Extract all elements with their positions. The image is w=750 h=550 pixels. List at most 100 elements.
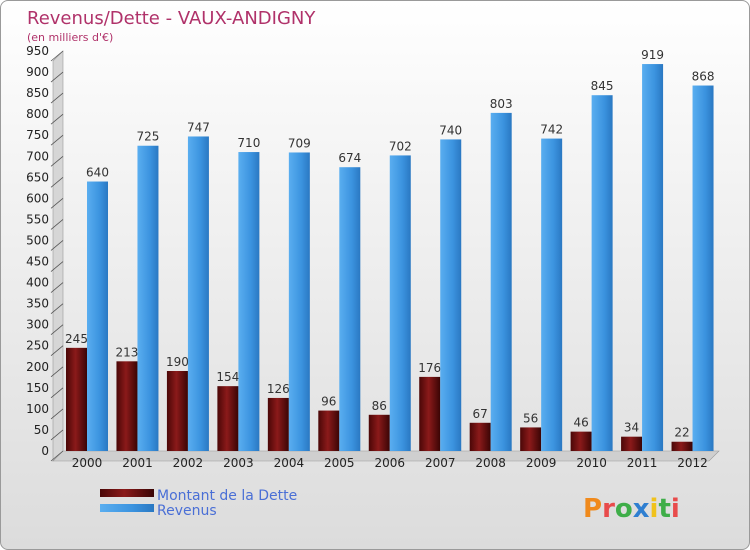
y-tick-label: 550: [26, 212, 49, 226]
bar-debt: [318, 410, 340, 451]
y-axis: 0 50 100 150 200 250 300 350 400 450 500 550 600 650 7…: [26, 44, 64, 462]
y-tick-mark: [50, 71, 64, 83]
y-tick-mark: [50, 366, 64, 378]
x-tick-label: 2011: [627, 456, 658, 470]
bar-revenue: [440, 139, 462, 451]
bar-debt: [217, 386, 239, 451]
data-label: 34: [624, 421, 639, 435]
data-label: 709: [288, 136, 311, 150]
y-tick-label: 400: [26, 276, 49, 290]
y-tick-label: 650: [26, 170, 49, 184]
legend: Montant de la Dette Revenus: [100, 488, 297, 519]
y-tick-mark: [50, 429, 64, 441]
bar-debt: [419, 376, 441, 451]
proxiti-logo: Proxiti: [583, 494, 680, 524]
y-tick-mark: [50, 408, 64, 420]
data-label: 213: [116, 345, 139, 359]
bar-debt: [671, 441, 693, 451]
data-label: 67: [473, 407, 488, 421]
x-tick-label: 2004: [274, 456, 305, 470]
data-label: 742: [540, 123, 563, 137]
y-tick-label: 150: [26, 381, 49, 395]
legend-swatch-revenue: [100, 504, 154, 512]
y-tick-label: 0: [41, 444, 49, 458]
data-label: 710: [237, 136, 260, 150]
legend-swatch-debt: [100, 489, 154, 497]
bar-debt: [66, 347, 87, 451]
y-tick-mark: [50, 450, 64, 462]
x-tick-label: 2001: [122, 456, 153, 470]
y-tick-mark: [50, 198, 64, 209]
bar-revenue: [389, 155, 411, 451]
bar-revenue: [541, 138, 563, 451]
bar-revenue: [642, 64, 664, 452]
y-tick-mark: [50, 177, 64, 188]
bar-debt: [166, 371, 188, 451]
y-tick-label: 850: [26, 86, 49, 100]
axis-depth: [52, 50, 720, 462]
y-tick-mark: [50, 324, 64, 335]
data-label: 46: [573, 416, 588, 430]
y-tick-label: 100: [26, 402, 49, 416]
x-tick-label: 2009: [526, 456, 557, 470]
axis-wall: [52, 50, 64, 462]
x-axis: 2000 2001 2002 2003 2004 2005 2006 2007 2008 2009…: [72, 456, 708, 470]
bar-revenue: [238, 152, 260, 452]
x-tick-label: 2007: [425, 456, 456, 470]
data-label: 640: [86, 166, 109, 180]
x-tick-label: 2006: [374, 456, 405, 470]
data-label: 126: [267, 382, 290, 396]
data-label: 56: [523, 411, 538, 425]
data-label: 176: [418, 361, 441, 375]
data-label: 86: [372, 399, 387, 413]
data-label: 919: [641, 48, 664, 62]
bars: 245 640 213 725 190 747 154 710 126 709 96 674 86 702…: [65, 48, 715, 452]
x-tick-label: 2010: [576, 456, 607, 470]
axis-floor: [52, 450, 720, 462]
bar-revenue: [87, 181, 108, 452]
y-tick-label: 500: [26, 233, 49, 247]
y-tick-label: 250: [26, 339, 49, 353]
y-tick-mark: [50, 134, 64, 146]
bar-revenue: [591, 95, 613, 452]
bar-revenue: [339, 167, 361, 452]
data-label: 868: [692, 70, 715, 84]
bar-debt: [267, 397, 289, 451]
y-tick-mark: [50, 92, 64, 104]
data-label: 154: [216, 370, 239, 384]
y-tick-label: 350: [26, 297, 49, 311]
y-tick-mark: [50, 282, 64, 293]
data-label: 803: [490, 97, 513, 111]
y-tick-mark: [50, 219, 64, 230]
bar-revenue: [692, 85, 714, 452]
chart-title: Revenus/Dette - VAUX-ANDIGNY: [27, 8, 316, 29]
bar-debt: [570, 431, 592, 451]
y-tick-mark: [50, 113, 64, 125]
y-tick-label: 950: [26, 44, 49, 58]
x-tick-label: 2002: [173, 456, 204, 470]
y-tick-mark: [50, 345, 64, 357]
y-tick-label: 900: [26, 65, 49, 79]
y-tick-mark: [50, 155, 64, 167]
bar-revenue: [137, 145, 159, 451]
y-tick-label: 800: [26, 107, 49, 121]
data-label: 845: [591, 79, 614, 93]
bar-revenue: [187, 136, 209, 451]
data-label: 190: [166, 355, 189, 369]
data-label: 245: [65, 332, 88, 346]
data-label: 725: [137, 130, 160, 144]
y-tick-mark: [50, 261, 64, 272]
bar-debt: [116, 361, 138, 451]
y-tick-label: 200: [26, 360, 49, 374]
x-tick-label: 2008: [475, 456, 506, 470]
y-tick-label: 50: [34, 423, 49, 437]
data-label: 674: [338, 151, 361, 165]
bar-debt: [368, 414, 390, 451]
legend-label-debt: Montant de la Dette: [157, 488, 297, 504]
x-tick-label: 2000: [72, 456, 103, 470]
data-label: 22: [674, 426, 689, 440]
x-tick-label: 2003: [223, 456, 254, 470]
y-tick-mark: [50, 50, 64, 62]
bar-revenue: [490, 112, 512, 451]
